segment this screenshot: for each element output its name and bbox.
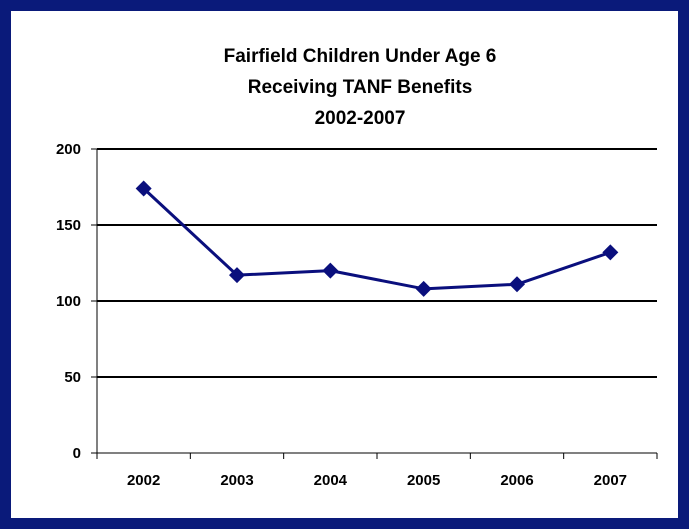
data-point-2002	[135, 180, 152, 197]
data-point-2003	[229, 267, 245, 284]
y-tick-labels: 0 50 100 150 200	[56, 141, 81, 462]
series-layer	[135, 180, 619, 297]
x-tick-label-2002: 2002	[127, 472, 160, 489]
chart-title-line-3: 2002-2007	[315, 108, 406, 129]
chart-title-line-1: Fairfield Children Under Age 6	[224, 46, 497, 67]
data-point-2006	[509, 276, 525, 293]
x-tick-label-2007: 2007	[594, 472, 627, 489]
x-tick-label-2004: 2004	[314, 472, 348, 489]
y-tick-label-50: 50	[64, 369, 81, 386]
gridlines	[97, 148, 657, 378]
data-point-2004	[322, 262, 339, 279]
chart-title-line-2: Receiving TANF Benefits	[248, 77, 473, 98]
line-chart: Fairfield Children Under Age 6 Receiving…	[56, 46, 658, 489]
axes	[91, 148, 658, 459]
chart-panel: Fairfield Children Under Age 6 Receiving…	[11, 11, 678, 518]
series-line-0	[142, 187, 611, 291]
x-tick-label-2005: 2005	[407, 472, 440, 489]
x-tick-label-2003: 2003	[220, 472, 253, 489]
data-point-2007	[602, 244, 619, 261]
y-tick-label-100: 100	[56, 293, 81, 310]
x-tick-label-2006: 2006	[500, 472, 533, 489]
y-tick-label-200: 200	[56, 141, 81, 158]
data-point-2005	[415, 280, 432, 297]
y-tick-label-150: 150	[56, 217, 81, 234]
x-tick-labels: 2002 2003 2004 2005 2006 2007	[127, 472, 627, 489]
y-tick-label-0: 0	[73, 445, 81, 462]
